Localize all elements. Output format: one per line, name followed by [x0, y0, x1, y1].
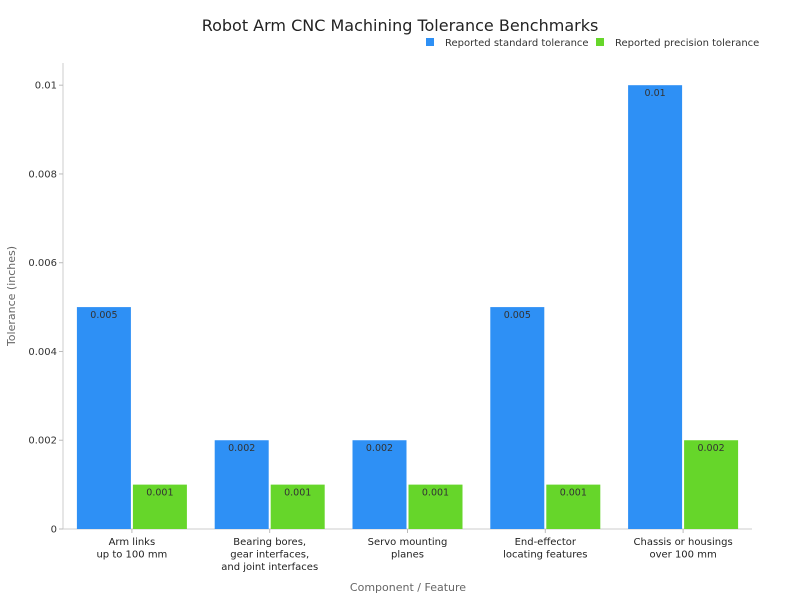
- bar-data-label: 0.002: [697, 443, 724, 454]
- y-tick-label: 0.008: [28, 169, 57, 180]
- precision-tolerance-bar: [132, 484, 187, 529]
- legend-swatch: [426, 38, 434, 46]
- x-tick-label: Servo mounting planes: [368, 537, 448, 561]
- y-axis-label: Tolerance (inches): [5, 246, 18, 347]
- x-tick-label: Chassis or housings over 100 mm: [634, 537, 733, 561]
- bar-data-label: 0.001: [422, 488, 449, 499]
- x-axis-ticks: Arm links up to 100 mm Bearing bores, gear …: [96, 529, 733, 573]
- x-axis-label: Component / Feature: [350, 581, 466, 594]
- bar-data-label: 0.001: [284, 488, 311, 499]
- precision-tolerance-bar: [684, 440, 739, 529]
- standard-tolerance-bar: [214, 440, 269, 529]
- y-tick-label: 0.01: [35, 81, 57, 92]
- bar-data-label: 0.001: [560, 488, 587, 499]
- x-tick-label: Bearing bores, gear interfaces, and joint …: [221, 537, 318, 573]
- y-tick-label: 0.006: [28, 258, 57, 269]
- precision-tolerance-bar: [546, 484, 601, 529]
- bar-data-label: 0.01: [645, 88, 666, 99]
- standard-tolerance-bar: [76, 307, 131, 529]
- y-tick-label: 0.004: [28, 347, 57, 358]
- bar-data-label: 0.002: [228, 443, 255, 454]
- legend: Reported standard tolerance Reported prec…: [426, 38, 759, 49]
- standard-tolerance-bar: [352, 440, 407, 529]
- standard-tolerance-bar: [490, 307, 545, 529]
- bar-data-label: 0.005: [90, 310, 117, 321]
- bar-labels: 0.005 0.001 0.002 0.001 0.002 0.001 0.005 0.001…: [90, 88, 724, 498]
- x-tick-label: Arm links up to 100 mm: [96, 537, 167, 561]
- bars: [76, 85, 739, 529]
- precision-tolerance-bar: [270, 484, 325, 529]
- y-axis-ticks: 0 0.002 0.004 0.006 0.008 0.01: [28, 81, 63, 536]
- y-tick-label: 0: [51, 525, 57, 536]
- standard-tolerance-bar: [628, 85, 683, 529]
- legend-label: Reported standard tolerance: [445, 38, 589, 49]
- legend-swatch: [596, 38, 604, 46]
- bar-data-label: 0.002: [366, 443, 393, 454]
- legend-label: Reported precision tolerance: [615, 38, 759, 49]
- x-tick-label: End-effector locating features: [503, 537, 587, 561]
- bar-data-label: 0.001: [146, 488, 173, 499]
- precision-tolerance-bar: [408, 484, 463, 529]
- bar-data-label: 0.005: [504, 310, 531, 321]
- chart-title: Robot Arm CNC Machining Tolerance Benchm…: [202, 16, 599, 35]
- y-tick-label: 0.002: [28, 436, 57, 447]
